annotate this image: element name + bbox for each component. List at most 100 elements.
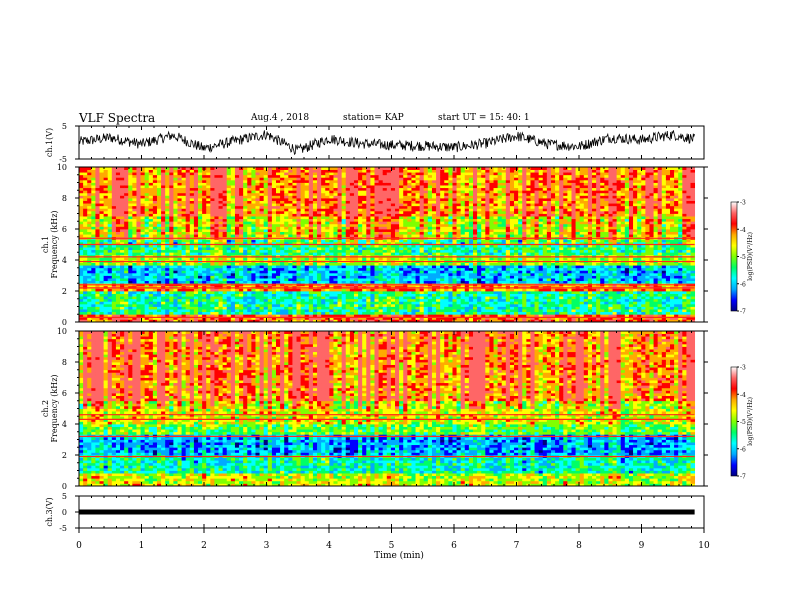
spectrogram-cell [362, 306, 367, 310]
spectrogram-cell [374, 239, 379, 243]
spectrogram-cell [403, 247, 408, 251]
spectrogram-cell [251, 185, 256, 189]
spectrogram-cell [366, 229, 371, 232]
spectrogram-cell [341, 316, 347, 320]
spectrogram-cell [140, 213, 146, 217]
spectrogram-cell [255, 278, 260, 282]
spectrogram-cell [399, 265, 404, 269]
spectrogram-cell [120, 192, 125, 196]
spectrogram-cell [83, 190, 88, 194]
spectrogram-cell [115, 252, 121, 256]
spectrogram-cell [329, 218, 334, 222]
spectrogram-cell [120, 262, 125, 266]
spectrogram-cell [218, 177, 224, 181]
spectrogram-cell [399, 182, 404, 186]
spectrogram-cell [259, 252, 265, 256]
spectrogram-cell [292, 223, 297, 227]
spectrogram-cell [337, 172, 343, 176]
spectrogram-cell [341, 195, 347, 199]
spectrogram-cell [337, 216, 343, 220]
spectrogram-cell [83, 172, 88, 176]
spectrogram-cell [395, 270, 400, 274]
spectrogram-cell [239, 244, 244, 248]
spectrogram-cell [144, 311, 150, 315]
spectrogram-cell [263, 280, 269, 284]
spectrogram-cell [304, 172, 310, 176]
spectrogram-cell [259, 267, 265, 271]
spectrogram-cell [288, 241, 293, 245]
spectrogram-cell [395, 205, 400, 209]
spectrogram-cell [267, 239, 273, 243]
spectrogram-cell [358, 244, 363, 248]
spectrogram-cell [308, 218, 314, 222]
spectrogram-cell [292, 288, 297, 292]
spectrogram-cell [300, 179, 306, 183]
spectrogram-cell [280, 280, 285, 284]
spectrogram-cell [243, 267, 248, 271]
spectrogram-cell [239, 249, 244, 253]
spectrogram-cell [202, 218, 207, 222]
spectrogram-cell [210, 301, 215, 305]
spectrogram-cell [247, 244, 252, 248]
spectrogram-cell [111, 203, 117, 207]
spectrogram-cell [300, 187, 306, 191]
spectrogram-cell [329, 298, 334, 302]
spectrogram-cell [267, 303, 273, 307]
spectrogram-cell [99, 205, 105, 209]
spectrogram-cell [280, 293, 285, 297]
spectrogram-cell [308, 195, 314, 199]
spectrogram-cell [374, 270, 379, 274]
spectrogram-cell [329, 177, 334, 181]
spectrogram-cell [111, 316, 117, 320]
spectrogram-cell [91, 288, 96, 292]
spectrogram-cell [407, 221, 412, 225]
spectrogram-cell [325, 179, 330, 183]
spectrogram-cell [144, 203, 150, 207]
spectrogram-cell [193, 169, 199, 173]
spectrogram-cell [169, 293, 174, 297]
spectrogram-cell [407, 262, 412, 266]
spectrogram-cell [345, 210, 351, 214]
spectrogram-cell [312, 265, 318, 269]
spectrogram-cell [124, 275, 129, 279]
spectrogram-cell [239, 205, 244, 209]
spectrogram-cell [202, 221, 207, 225]
spectrogram-cell [156, 229, 162, 232]
spectrogram-cell [79, 249, 84, 253]
spectrogram-cell [136, 309, 141, 313]
spectrogram-cell [362, 200, 367, 204]
spectrogram-cell [120, 257, 125, 261]
spectrogram-cell [103, 265, 109, 269]
spectrogram-cell [358, 272, 363, 276]
spectrogram-cell [415, 169, 421, 173]
spectrogram-cell [83, 280, 88, 284]
spectrogram-cell [206, 172, 211, 176]
spectrogram-cell [251, 208, 256, 212]
spectrogram-cell [189, 216, 195, 220]
spectrogram-cell [99, 198, 105, 201]
spectrogram-cell [79, 200, 84, 204]
spectrogram-cell [136, 293, 141, 297]
spectrogram-cell [366, 218, 371, 222]
spectrogram-cell [341, 291, 347, 294]
spectrogram-cell [321, 174, 326, 178]
spectrogram-cell [156, 198, 162, 201]
spectrogram-cell [226, 172, 232, 176]
spectrogram-cell [177, 213, 182, 217]
spectrogram-cell [349, 221, 355, 225]
spectrogram-cell [411, 244, 416, 248]
spectrogram-cell [296, 303, 302, 307]
spectrogram-cell [111, 216, 117, 220]
spectrogram-cell [206, 213, 211, 217]
spectrogram-cell [214, 270, 219, 274]
spectrogram-cell [128, 231, 133, 235]
spectrogram-cell [111, 213, 117, 217]
spectrogram-cell [288, 200, 293, 204]
spectrogram-cell [329, 172, 334, 176]
spectrogram-cell [349, 262, 355, 266]
spectrogram-cell [399, 296, 404, 300]
spectrogram-cell [218, 272, 224, 276]
spectrogram-cell [403, 278, 408, 282]
spectrogram-cell [263, 167, 269, 170]
spectrogram-cell [358, 275, 363, 279]
